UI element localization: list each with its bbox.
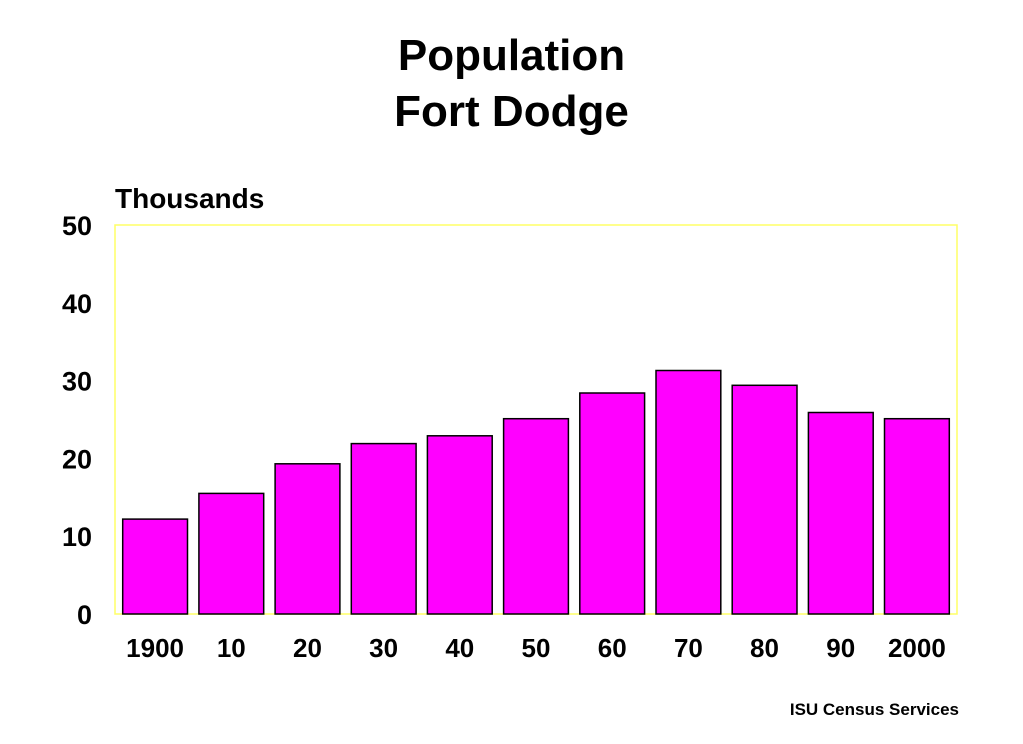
x-tick-label: 1900 <box>126 633 184 663</box>
bar-1900 <box>121 518 189 615</box>
bar-10 <box>198 492 265 615</box>
bar-80 <box>731 384 798 615</box>
y-tick-label: 0 <box>77 600 92 630</box>
bar-90 <box>807 411 874 615</box>
x-tick-label: 20 <box>293 633 322 663</box>
y-axis-ticks: 0 10 20 30 40 50 <box>62 211 92 630</box>
x-tick-label: 10 <box>217 633 246 663</box>
bar-20 <box>274 463 341 615</box>
x-tick-label: 60 <box>598 633 627 663</box>
x-tick-label: 40 <box>445 633 474 663</box>
bar-70 <box>655 369 722 615</box>
y-tick-label: 30 <box>62 367 92 397</box>
y-tick-label: 50 <box>62 211 92 241</box>
y-tick-label: 40 <box>62 289 92 319</box>
x-tick-label: 2000 <box>888 633 946 663</box>
source-credit: ISU Census Services <box>789 700 959 719</box>
x-tick-label: 70 <box>674 633 703 663</box>
x-tick-label: 50 <box>522 633 551 663</box>
y-tick-label: 20 <box>62 444 92 474</box>
bars <box>121 369 951 615</box>
y-axis-label: Thousands <box>115 183 264 214</box>
bar-30 <box>350 442 417 615</box>
bar-40 <box>426 435 493 615</box>
x-axis-ticks: 1900 10 20 30 40 50 60 70 80 90 2000 <box>126 633 946 663</box>
bar-60 <box>579 392 646 615</box>
chart-title-line-2: Fort Dodge <box>394 87 629 136</box>
bar-50 <box>502 417 570 615</box>
x-tick-label: 30 <box>369 633 398 663</box>
x-tick-label: 90 <box>826 633 855 663</box>
chart-title-line-1: Population <box>397 31 626 80</box>
y-tick-label: 10 <box>62 522 92 552</box>
x-tick-label: 80 <box>750 633 779 663</box>
bar-2000 <box>883 417 951 615</box>
